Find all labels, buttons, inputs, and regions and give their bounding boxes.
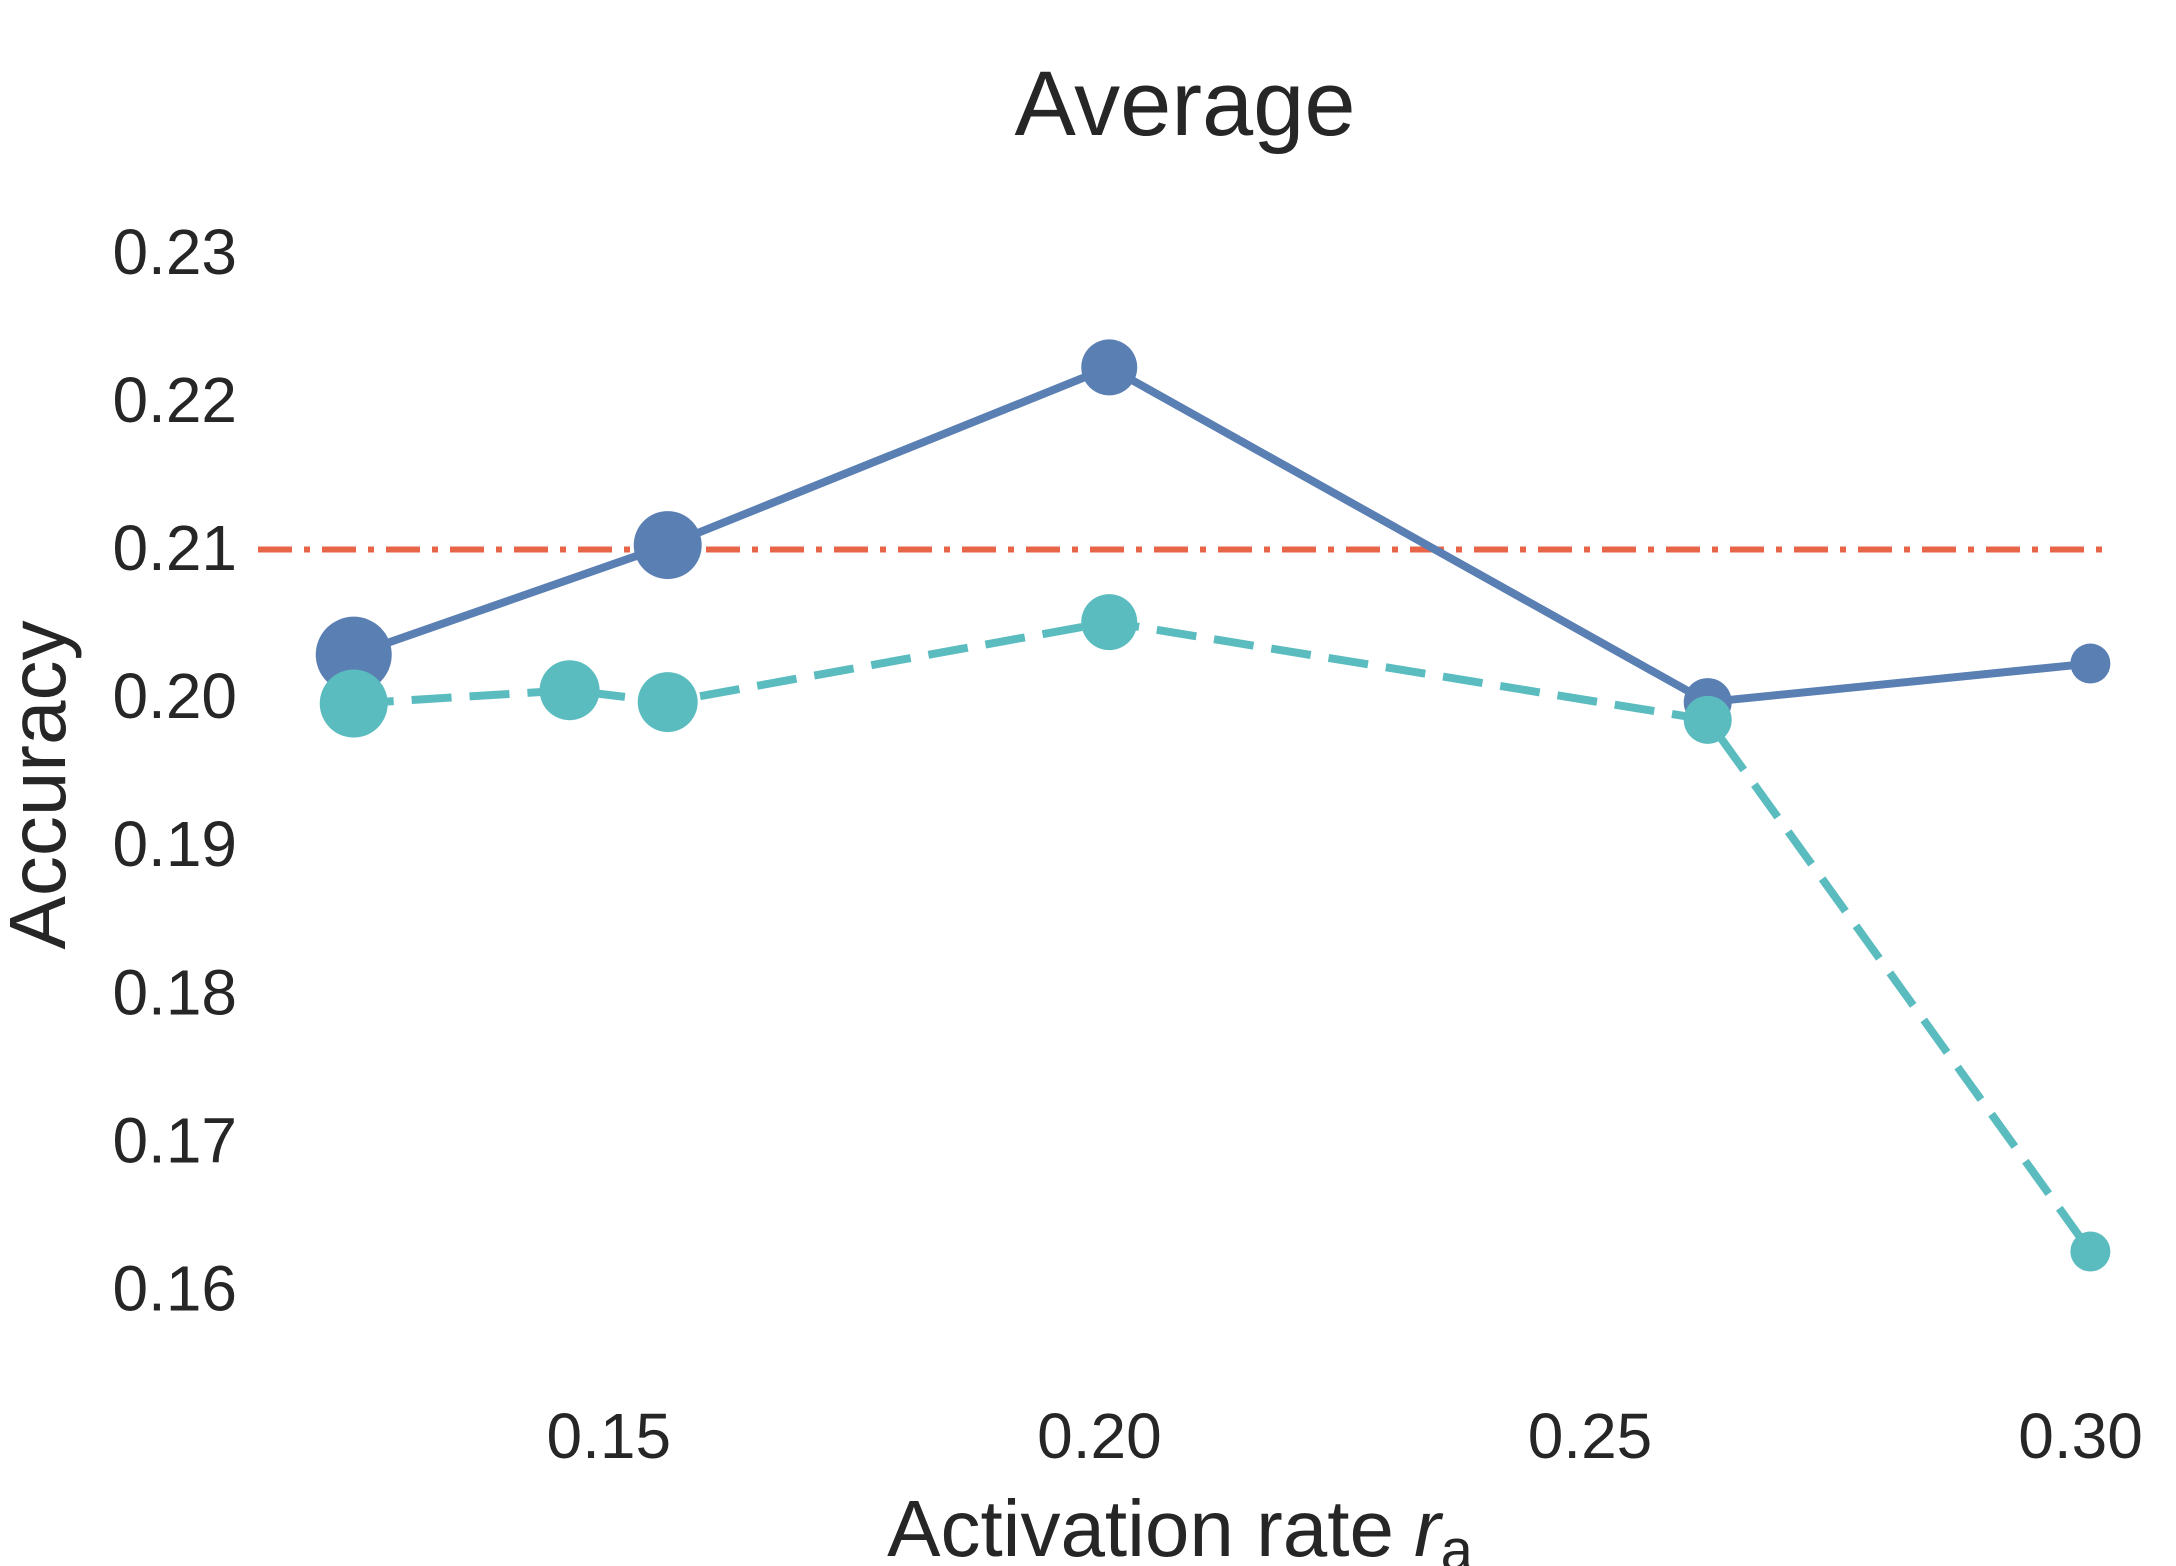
y-tick-label: 0.23 (112, 216, 237, 288)
series-2 (319, 594, 2111, 1272)
series-line (352, 363, 2091, 707)
y-tick-label: 0.22 (112, 364, 237, 436)
x-axis-label-text: Activation rate (887, 1484, 1394, 1566)
series-line (353, 618, 2094, 1254)
data-point (315, 616, 392, 693)
x-tick-label: 0.20 (1037, 1400, 1162, 1472)
x-tick-label: 0.15 (547, 1400, 672, 1472)
data-point (1683, 695, 1732, 744)
y-tick-label: 0.18 (112, 956, 237, 1028)
series-1 (315, 339, 2111, 727)
y-tick-labels: 0.16 0.17 0.18 0.19 0.20 0.21 0.22 0.23 (112, 216, 237, 1325)
data-point (2070, 643, 2111, 684)
y-tick-label: 0.16 (112, 1253, 237, 1325)
y-axis-label: Accuracy (0, 621, 82, 950)
data-point (1081, 594, 1138, 651)
y-tick-label: 0.20 (112, 660, 237, 732)
data-point (1081, 339, 1138, 396)
data-point (2070, 1231, 2111, 1272)
x-tick-labels: 0.15 0.20 0.25 0.30 (547, 1400, 2143, 1472)
series-layer (315, 339, 2111, 1272)
x-axis-label-subscript: a (1441, 1518, 1474, 1566)
chart-title: Average (1014, 53, 1355, 155)
x-tick-label: 0.30 (2018, 1400, 2143, 1472)
x-tick-label: 0.25 (1528, 1400, 1653, 1472)
y-tick-label: 0.17 (112, 1104, 237, 1176)
data-point (319, 669, 388, 738)
data-point (539, 660, 600, 721)
data-point (633, 511, 702, 580)
y-tick-label: 0.19 (112, 808, 237, 880)
y-tick-label: 0.21 (112, 512, 237, 584)
x-axis-label-symbol: r (1414, 1484, 1444, 1566)
x-axis-label: Activation rate ra (887, 1484, 1474, 1566)
data-point (637, 672, 698, 733)
